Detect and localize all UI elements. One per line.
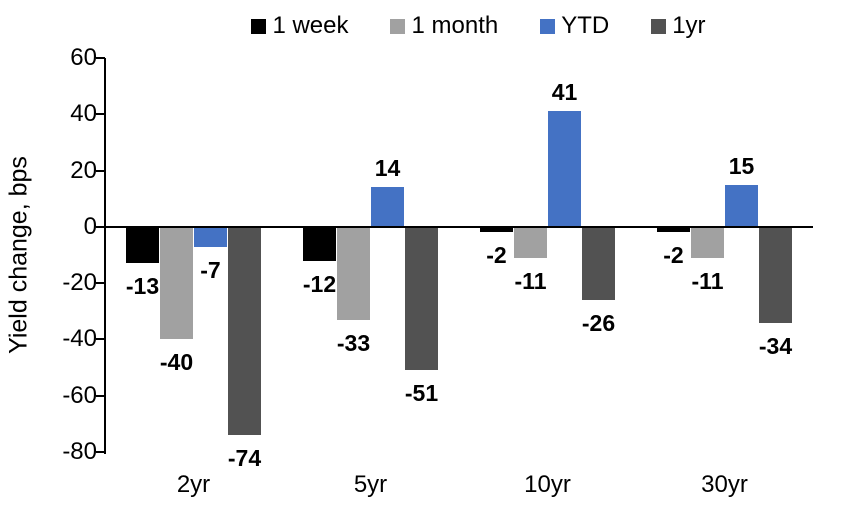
y-tick-label: -20 <box>62 269 97 297</box>
y-tick-label: 40 <box>70 100 97 128</box>
legend: 1 week 1 month YTD 1yr <box>105 10 852 42</box>
category-label-30yr: 30yr <box>701 471 748 498</box>
bar-value-label-ytd-2yr: -7 <box>200 256 221 283</box>
y-tick-mark <box>96 57 105 59</box>
bar-1-month-30yr <box>691 226 724 258</box>
y-tick-label: 20 <box>70 156 97 184</box>
bar-value-label-1-week-30yr: -2 <box>663 242 684 269</box>
bar-1-week-10yr <box>480 226 513 233</box>
bar-1-week-2yr <box>126 226 159 264</box>
bar-1-week-30yr <box>657 226 690 233</box>
legend-item-1-week: 1 week <box>251 14 348 38</box>
bar-value-label-1-month-2yr: -40 <box>159 349 194 376</box>
bar-1-month-5yr <box>337 226 370 320</box>
bar-1yr-10yr <box>582 226 615 300</box>
category-label-2yr: 2yr <box>176 471 211 498</box>
category-label-10yr: 10yr <box>524 471 571 498</box>
x-axis-zero-line <box>104 225 813 228</box>
legend-label-1-month: 1 month <box>411 12 499 39</box>
bar-value-label-1yr-2yr: -74 <box>227 445 262 472</box>
category-label-5yr: 5yr <box>353 471 388 498</box>
bar-1-week-5yr <box>303 226 336 261</box>
bar-value-label-ytd-30yr: 15 <box>728 152 755 179</box>
bar-value-label-1-week-10yr: -2 <box>486 242 507 269</box>
legend-item-ytd: YTD <box>540 14 609 38</box>
legend-swatch-1-week <box>251 18 267 34</box>
bar-value-label-1-week-5yr: -12 <box>302 270 337 297</box>
y-tick-mark <box>96 451 105 453</box>
bar-value-label-ytd-10yr: 41 <box>551 79 578 106</box>
y-tick-mark <box>96 169 105 172</box>
legend-swatch-ytd <box>540 18 556 34</box>
bar-value-label-1-month-10yr: -11 <box>514 267 547 294</box>
y-tick-mark <box>96 113 105 116</box>
bar-value-label-1yr-30yr: -34 <box>758 332 793 359</box>
legend-swatch-1yr <box>651 18 667 34</box>
bar-1-month-2yr <box>160 226 193 340</box>
bar-value-label-1-month-30yr: -11 <box>691 267 724 294</box>
bar-ytd-2yr <box>194 226 227 247</box>
bar-1yr-2yr <box>228 226 261 436</box>
y-tick-label: 60 <box>70 44 97 71</box>
y-tick-label: -80 <box>62 438 97 465</box>
y-tick-mark <box>96 394 105 397</box>
y-tick-label: 0 <box>83 212 97 240</box>
bar-ytd-30yr <box>725 184 758 227</box>
legend-label-ytd: YTD <box>561 12 610 39</box>
y-tick-mark <box>96 225 105 228</box>
y-tick-mark <box>96 282 105 285</box>
bar-ytd-10yr <box>548 111 581 227</box>
legend-label-1yr: 1yr <box>672 12 706 39</box>
y-axis-title: Yield change, bps <box>4 156 33 354</box>
bar-1yr-5yr <box>405 226 438 371</box>
bar-value-label-ytd-5yr: 14 <box>374 155 401 182</box>
bar-ytd-5yr <box>371 187 404 227</box>
legend-item-1-month: 1 month <box>390 14 498 38</box>
bar-value-label-1-week-2yr: -13 <box>125 273 160 300</box>
bar-value-label-1yr-5yr: -51 <box>404 380 439 407</box>
legend-item-1yr: 1yr <box>651 12 706 39</box>
bar-1yr-30yr <box>759 226 792 323</box>
bar-value-label-1-month-5yr: -33 <box>336 329 371 356</box>
bar-1-month-10yr <box>514 226 547 258</box>
legend-label-1-week: 1 week <box>272 12 349 39</box>
y-tick-label: -60 <box>62 381 97 409</box>
y-axis-line <box>104 58 106 454</box>
legend-swatch-1-month <box>390 18 406 34</box>
y-tick-mark <box>96 338 105 341</box>
bar-value-label-1yr-10yr: -26 <box>581 310 616 337</box>
y-tick-label: -40 <box>62 325 97 353</box>
